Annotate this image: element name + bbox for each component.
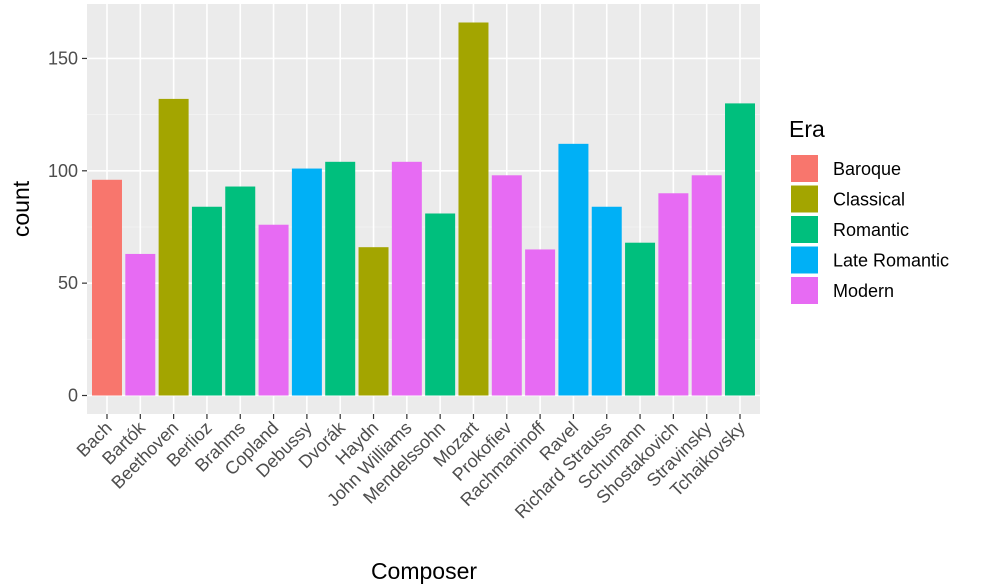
legend-label: Romantic	[833, 220, 909, 240]
y-axis-title: count	[8, 180, 34, 237]
bar	[558, 143, 589, 396]
bars	[91, 22, 756, 396]
legend-swatch	[791, 185, 818, 213]
bar	[191, 206, 222, 396]
y-tick-label: 0	[68, 386, 78, 406]
y-tick-label: 150	[48, 48, 78, 68]
bar	[225, 186, 256, 396]
legend: Era Baroque Classical Romantic Late Romanti…	[789, 116, 949, 304]
x-axis-title: Composer	[371, 558, 477, 584]
x-axis: BachBartókBeethovenBerliozBrahmsCoplandD…	[73, 414, 749, 522]
bar	[258, 224, 289, 396]
legend-label: Modern	[833, 281, 894, 301]
y-tick-label: 50	[58, 273, 78, 293]
bar	[358, 247, 389, 396]
bar	[525, 249, 556, 396]
bar	[158, 98, 189, 396]
legend-swatch	[791, 277, 818, 304]
bar	[658, 193, 689, 396]
bar	[391, 161, 422, 396]
legend-label: Late Romantic	[833, 251, 949, 271]
bar	[725, 103, 756, 396]
legend-swatch	[791, 246, 818, 274]
legend-title: Era	[789, 116, 825, 142]
legend-swatch	[791, 216, 818, 243]
bar	[458, 22, 489, 396]
bar	[591, 206, 622, 396]
legend-swatch	[791, 155, 818, 182]
bar	[425, 213, 456, 396]
y-axis: 0 50 100 150	[48, 48, 87, 406]
legend-label: Baroque	[833, 159, 901, 179]
bar	[691, 175, 722, 396]
y-tick-label: 100	[48, 161, 78, 181]
bar	[291, 168, 322, 396]
legend-label: Classical	[833, 190, 905, 210]
bar	[491, 175, 522, 396]
bar	[625, 242, 656, 396]
bar	[325, 161, 356, 396]
bar	[91, 179, 122, 396]
bar	[125, 253, 156, 396]
